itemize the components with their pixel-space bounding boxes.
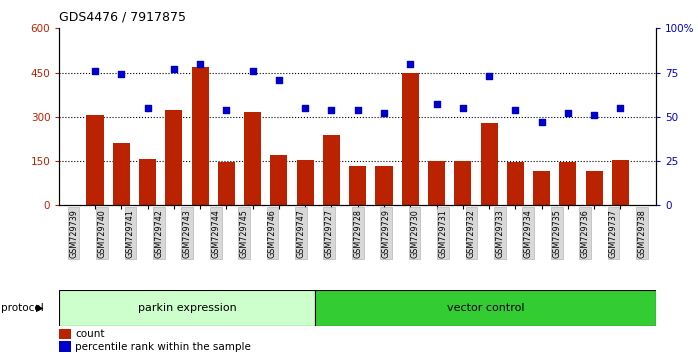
Point — [221, 107, 232, 113]
Text: GSM729734: GSM729734 — [524, 209, 533, 258]
Point — [457, 105, 468, 111]
Text: protocol: protocol — [1, 303, 44, 313]
Point — [510, 107, 521, 113]
Bar — [349, 166, 366, 205]
Text: vector control: vector control — [447, 303, 524, 313]
Text: GSM729743: GSM729743 — [183, 209, 192, 258]
Text: parkin expression: parkin expression — [138, 303, 237, 313]
Point — [326, 107, 337, 113]
Point — [89, 68, 101, 74]
Bar — [139, 159, 156, 205]
Bar — [428, 161, 445, 205]
Point — [116, 72, 127, 77]
Bar — [59, 329, 71, 339]
Bar — [402, 73, 419, 205]
Point — [168, 66, 179, 72]
Point — [588, 112, 600, 118]
Bar — [315, 290, 656, 326]
Bar — [586, 171, 602, 205]
Bar — [507, 162, 524, 205]
Bar — [165, 110, 182, 205]
Point — [299, 105, 311, 111]
Text: GSM729746: GSM729746 — [268, 209, 277, 258]
Point — [195, 61, 206, 67]
Text: GSM729735: GSM729735 — [552, 209, 561, 258]
Point — [615, 105, 626, 111]
Bar — [87, 115, 103, 205]
Point — [352, 107, 363, 113]
Text: GSM729744: GSM729744 — [211, 209, 220, 258]
Bar — [244, 113, 261, 205]
Text: GSM729737: GSM729737 — [609, 209, 618, 258]
Text: GSM729736: GSM729736 — [581, 209, 590, 258]
Point — [274, 77, 285, 82]
Text: GSM729747: GSM729747 — [297, 209, 306, 258]
Text: GSM729728: GSM729728 — [353, 209, 362, 258]
Text: GSM729729: GSM729729 — [382, 209, 391, 258]
Text: GSM729738: GSM729738 — [637, 209, 646, 258]
Bar — [270, 155, 288, 205]
Bar — [59, 341, 71, 352]
Point — [378, 110, 389, 116]
Bar — [59, 290, 315, 326]
Point — [405, 61, 416, 67]
Bar — [454, 161, 471, 205]
Bar — [323, 135, 340, 205]
Bar — [533, 171, 550, 205]
Bar — [191, 67, 209, 205]
Bar — [376, 166, 392, 205]
Point — [142, 105, 153, 111]
Point — [563, 110, 574, 116]
Text: GDS4476 / 7917875: GDS4476 / 7917875 — [59, 11, 186, 24]
Point — [247, 68, 258, 74]
Point — [536, 119, 547, 125]
Bar — [480, 123, 498, 205]
Bar — [297, 160, 313, 205]
Text: GSM729740: GSM729740 — [98, 209, 107, 258]
Text: GSM729733: GSM729733 — [496, 209, 505, 258]
Text: GSM729739: GSM729739 — [69, 209, 78, 258]
Point — [484, 73, 495, 79]
Bar — [612, 160, 629, 205]
Text: GSM729727: GSM729727 — [325, 209, 334, 258]
Text: GSM729730: GSM729730 — [410, 209, 419, 258]
Text: GSM729741: GSM729741 — [126, 209, 135, 258]
Bar — [113, 143, 130, 205]
Text: ▶: ▶ — [36, 303, 44, 313]
Text: GSM729731: GSM729731 — [438, 209, 447, 258]
Bar — [559, 162, 577, 205]
Text: GSM729745: GSM729745 — [239, 209, 248, 258]
Point — [431, 102, 442, 107]
Text: GSM729742: GSM729742 — [154, 209, 163, 258]
Text: GSM729732: GSM729732 — [467, 209, 476, 258]
Text: percentile rank within the sample: percentile rank within the sample — [75, 342, 251, 352]
Text: count: count — [75, 329, 105, 339]
Bar — [218, 162, 235, 205]
